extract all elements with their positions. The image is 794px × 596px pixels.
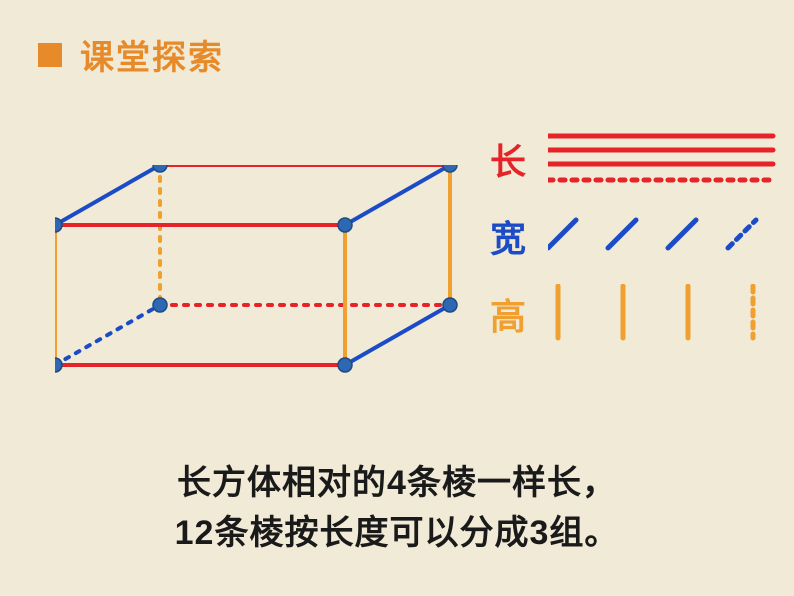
legend-height: 高 — [490, 284, 780, 344]
cuboid-diagram — [55, 165, 465, 380]
legend-height-lines — [548, 284, 778, 344]
caption-line2: 12条棱按长度可以分成3组。 — [0, 505, 794, 554]
caption-line1: 长方体相对的4条棱一样长， — [0, 455, 794, 504]
legend-width: 宽 — [490, 210, 780, 262]
legend-length: 长 — [490, 130, 780, 188]
legend-length-lines — [548, 130, 778, 188]
header-title: 课堂探索 — [80, 30, 224, 79]
header-square — [38, 43, 62, 67]
legend-length-label: 长 — [490, 133, 526, 185]
legend-width-label: 宽 — [490, 210, 526, 262]
legend: 长 宽 高 — [490, 130, 780, 366]
legend-width-lines — [548, 216, 778, 256]
legend-height-label: 高 — [490, 288, 526, 340]
